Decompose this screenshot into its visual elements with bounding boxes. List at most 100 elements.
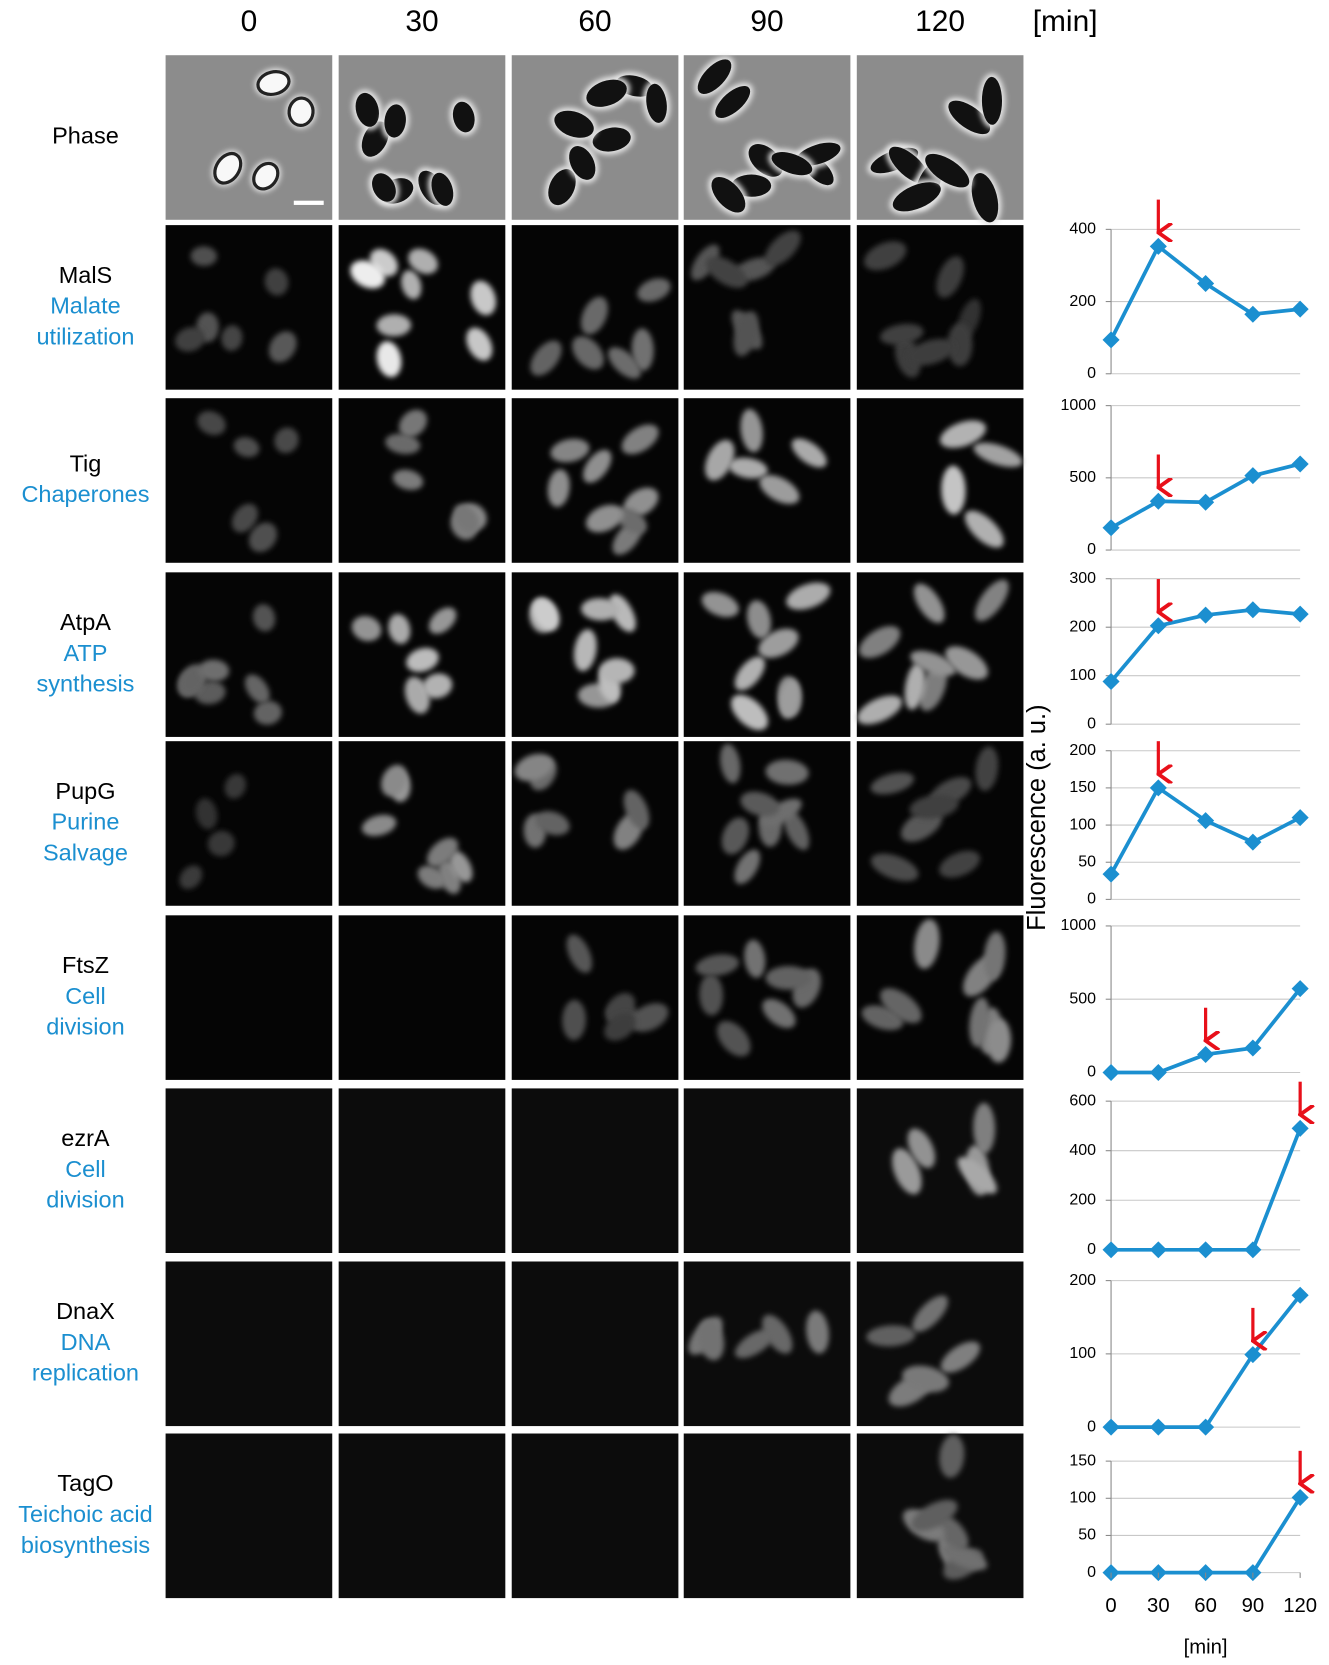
data-point <box>1150 1241 1167 1258</box>
row-function: Teichoic acid <box>18 1501 153 1527</box>
y-tick-label: 300 <box>1069 570 1096 587</box>
series-line <box>1111 788 1300 874</box>
y-tick-label: 200 <box>1069 1192 1096 1209</box>
scale-bar <box>294 201 324 205</box>
fluorescence-image <box>857 1088 1024 1253</box>
row-name: AtpA <box>60 609 111 635</box>
data-point <box>1292 1489 1309 1506</box>
data-point <box>1103 1419 1120 1436</box>
page: {"header": {"columns": ["0", "30", "60",… <box>0 0 1329 1665</box>
data-point <box>1150 1419 1167 1436</box>
row-function: division <box>46 1187 124 1213</box>
data-point <box>1197 1241 1214 1258</box>
data-point <box>1197 1046 1214 1063</box>
data-point <box>1244 834 1261 851</box>
column-header: 60 <box>578 5 611 38</box>
data-point <box>1103 866 1120 883</box>
figure: 0 30 60 90 120 [min] Phase MalS Malate utilizatio… <box>0 0 1329 1665</box>
fluorescence-image <box>166 1434 333 1599</box>
row-function: Malate <box>50 293 121 319</box>
fluorescence-image <box>512 1261 679 1426</box>
fluorescence-image <box>166 1088 333 1253</box>
fluorescence-image <box>512 1088 679 1253</box>
fluorescence-image <box>339 915 506 1080</box>
row-name: DnaX <box>56 1298 115 1324</box>
y-tick-label: 600 <box>1069 1092 1096 1109</box>
row-function: Purine <box>52 809 120 835</box>
x-tick-label: 120 <box>1283 1595 1317 1617</box>
y-tick-label: 100 <box>1069 667 1096 684</box>
fluorescence-image <box>684 1434 851 1599</box>
cell <box>599 658 635 683</box>
y-tick-label: 200 <box>1069 293 1096 310</box>
data-point <box>1150 1064 1167 1081</box>
data-point <box>1103 331 1120 348</box>
fluorescence-image <box>166 398 333 563</box>
fluorescence-image <box>339 1434 506 1599</box>
y-tick-label: 500 <box>1069 469 1096 486</box>
y-tick-label: 500 <box>1069 990 1096 1007</box>
x-tick-label: 0 <box>1105 1595 1116 1617</box>
row-name: TagO <box>57 1470 113 1496</box>
row-name: FtsZ <box>62 952 109 978</box>
fluorescence-image <box>166 915 333 1080</box>
data-point <box>1292 455 1309 472</box>
x-tick-label: 90 <box>1242 1595 1265 1617</box>
y-tick-label: 0 <box>1087 1241 1096 1258</box>
row-function: synthesis <box>36 671 134 697</box>
y-tick-label: 50 <box>1078 853 1096 870</box>
data-point <box>1244 1241 1261 1258</box>
row-function: Salvage <box>43 840 128 866</box>
fluorescence-image <box>512 915 679 1080</box>
row-name: ezrA <box>61 1125 110 1151</box>
series-line <box>1111 1295 1300 1427</box>
data-point <box>1103 1064 1120 1081</box>
fluorescence-image <box>166 225 333 390</box>
y-tick-label: 1000 <box>1060 917 1096 934</box>
data-point <box>1244 467 1261 484</box>
row-function: utilization <box>36 323 134 349</box>
y-tick-label: 200 <box>1069 742 1096 759</box>
y-tick-label: 0 <box>1087 1418 1096 1435</box>
row-function: Cell <box>65 1156 105 1182</box>
fluorescence-image <box>684 1088 851 1253</box>
phase-image <box>166 55 333 220</box>
cell <box>765 966 811 990</box>
data-point <box>1197 494 1214 511</box>
row-function: biosynthesis <box>21 1532 150 1558</box>
fluorescence-image <box>339 1088 506 1253</box>
y-tick-label: 0 <box>1087 365 1096 382</box>
y-tick-label: 150 <box>1069 1452 1096 1469</box>
data-point <box>1244 601 1261 618</box>
y-tick-label: 200 <box>1069 1272 1096 1289</box>
row-function: Cell <box>65 983 105 1009</box>
series-line <box>1111 1128 1300 1249</box>
row-name: Phase <box>52 123 119 149</box>
column-header: 0 <box>241 5 258 38</box>
unit-label: [min] <box>1033 5 1098 38</box>
y-tick-label: 0 <box>1087 1564 1096 1581</box>
y-tick-label: 400 <box>1069 221 1096 238</box>
row-name: PupG <box>55 778 115 804</box>
data-point <box>1197 607 1214 624</box>
cell <box>288 97 315 127</box>
row-function: ATP <box>63 640 107 666</box>
fluorescence-image <box>166 1261 333 1426</box>
y-tick-label: 0 <box>1087 715 1096 732</box>
row-name: MalS <box>59 262 113 288</box>
fluorescence-image <box>512 1434 679 1599</box>
data-point <box>1103 519 1120 536</box>
column-header: 30 <box>405 5 438 38</box>
y-axis-label: Fluorescence (a. u.) <box>1023 704 1051 930</box>
data-point <box>1292 606 1309 623</box>
data-point <box>1292 1120 1309 1137</box>
column-header: 120 <box>915 5 965 38</box>
data-point <box>1103 1241 1120 1258</box>
y-tick-label: 100 <box>1069 816 1096 833</box>
data-point <box>1292 301 1309 318</box>
y-tick-label: 50 <box>1078 1527 1096 1544</box>
row-name: Tig <box>70 450 102 476</box>
y-tick-label: 200 <box>1069 618 1096 635</box>
y-tick-label: 0 <box>1087 541 1096 558</box>
row-function: DNA <box>61 1329 111 1355</box>
